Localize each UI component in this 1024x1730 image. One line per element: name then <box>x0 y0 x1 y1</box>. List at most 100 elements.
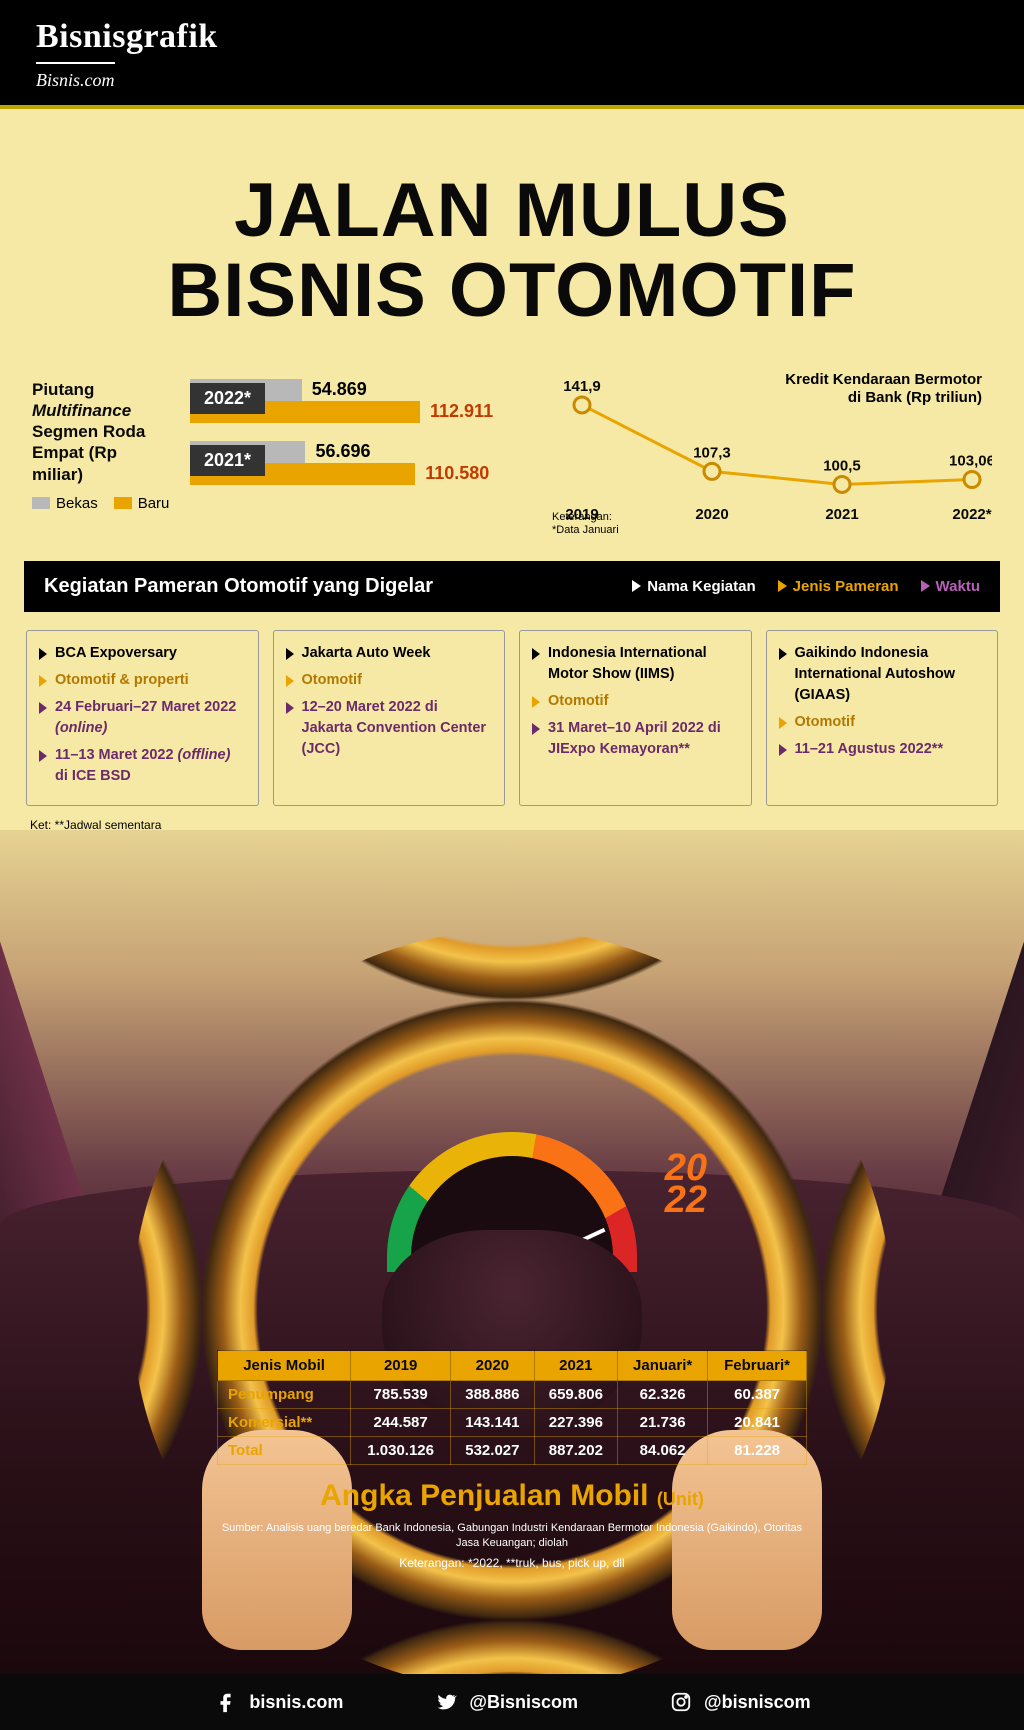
event-name: Indonesia International Motor Show (IIMS… <box>548 643 739 685</box>
brand-subtitle: Bisnis.com <box>36 62 115 91</box>
event-card: Gaikindo Indonesia International Autosho… <box>766 630 999 806</box>
events-header-title: Kegiatan Pameran Otomotif yang Digelar <box>44 575 433 598</box>
strip-legend-item: Nama Kegiatan <box>632 578 755 595</box>
table-cell: 60.387 <box>708 1381 807 1409</box>
table-cell: 659.806 <box>534 1381 617 1409</box>
table-cell: 143.141 <box>451 1409 534 1437</box>
table-cell: Komersial** <box>218 1409 351 1437</box>
footer-social-item[interactable]: @Bisniscom <box>433 1689 578 1715</box>
bar-value: 110.580 <box>425 463 489 484</box>
event-time: 11–13 Maret 2022 (offline) di ICE BSD <box>55 745 246 787</box>
event-card: Jakarta Auto Week Otomotif 12–20 Maret 202… <box>273 630 506 806</box>
brand-title: Bisnisgrafik <box>36 18 988 56</box>
table-cell: 20.841 <box>708 1409 807 1437</box>
table-row: Penumpang785.539388.886659.80662.32660.3… <box>218 1381 807 1409</box>
bar-year-label: 2021* <box>190 445 265 476</box>
bar-value: 54.869 <box>312 379 367 400</box>
instagram-icon <box>668 1689 694 1715</box>
footer-social-item[interactable]: @bisniscom <box>668 1689 811 1715</box>
car-interior-illustration: 20 22 Jenis Mobil201920202021Januari*Feb… <box>0 830 1024 1730</box>
facebook-icon <box>213 1689 239 1715</box>
bar-group: 2022* 54.869 112.911 <box>190 379 493 423</box>
svg-text:107,3: 107,3 <box>693 444 731 461</box>
bar-chart: Piutang Multifinance Segmen Roda Empat (… <box>32 379 493 512</box>
main-title: JALAN MULUS BISNIS OTOMOTIF <box>0 171 1024 331</box>
footer-label: @Bisniscom <box>469 1692 578 1713</box>
legend-baru: Baru <box>114 495 170 512</box>
table-cell: 388.886 <box>451 1381 534 1409</box>
footer-social: bisnis.com @Bisniscom @bisniscom <box>0 1674 1024 1730</box>
bar-groups: 2022* 54.869 112.911 2021* 56.696 110.58… <box>190 379 493 485</box>
table-cell: 62.326 <box>618 1381 708 1409</box>
twitter-icon <box>433 1689 459 1715</box>
table-cell: 81.228 <box>708 1437 807 1465</box>
event-type: Otomotif <box>548 691 608 712</box>
strip-legend-item: Jenis Pameran <box>778 578 899 595</box>
title-line-1: JALAN MULUS <box>0 171 1024 251</box>
bar-legend: Bekas Baru <box>32 495 172 512</box>
table-cell: Total <box>218 1437 351 1465</box>
table-cell: 532.027 <box>451 1437 534 1465</box>
infographic-canvas: Bisnisgrafik Bisnis.com JALAN MULUS BISN… <box>0 0 1024 1730</box>
table-row: Total1.030.126532.027887.20284.06281.228 <box>218 1437 807 1465</box>
table-cell: 227.396 <box>534 1409 617 1437</box>
svg-text:2021: 2021 <box>825 506 858 523</box>
event-type: Otomotif & properti <box>55 670 189 691</box>
table-cell: 887.202 <box>534 1437 617 1465</box>
event-time: 24 Februari–27 Maret 2022 (online) <box>55 697 246 739</box>
svg-text:141,9: 141,9 <box>563 379 601 395</box>
line-chart-note: Keterangan: *Data Januari <box>552 511 619 536</box>
sales-table-title: Angka Penjualan Mobil (Unit) <box>217 1479 807 1513</box>
footer-label: @bisniscom <box>704 1692 811 1713</box>
title-line-2: BISNIS OTOMOTIF <box>0 251 1024 331</box>
footer-label: bisnis.com <box>249 1692 343 1713</box>
table-cell: 1.030.126 <box>351 1437 451 1465</box>
gauge-year: 20 22 <box>665 1152 707 1217</box>
sales-table-block: Jenis Mobil201920202021Januari*Februari*… <box>217 1350 807 1570</box>
event-time: 12–20 Maret 2022 di Jakarta Convention C… <box>302 697 493 760</box>
bar-group: 2021* 56.696 110.580 <box>190 441 493 485</box>
footer-social-item[interactable]: bisnis.com <box>213 1689 343 1715</box>
line-chart-title: Kredit Kendaraan Bermotor di Bank (Rp tr… <box>785 371 982 407</box>
table-cell: Penumpang <box>218 1381 351 1409</box>
steering-wheel: 20 22 <box>132 930 892 1690</box>
events-header-strip: Kegiatan Pameran Otomotif yang Digelar N… <box>24 561 1000 612</box>
legend-bekas: Bekas <box>32 495 98 512</box>
table-cell: 21.736 <box>618 1409 708 1437</box>
sales-table-note: Keterangan: *2022, **truk, bus, pick up,… <box>217 1556 807 1570</box>
event-name: Jakarta Auto Week <box>302 643 431 664</box>
svg-text:103,06: 103,06 <box>949 452 992 469</box>
event-card: BCA Expoversary Otomotif & properti 24 Feb… <box>26 630 259 806</box>
sales-table: Jenis Mobil201920202021Januari*Februari*… <box>217 1350 807 1465</box>
svg-text:2022*: 2022* <box>952 506 991 523</box>
table-header: 2020 <box>451 1351 534 1381</box>
event-type: Otomotif <box>302 670 362 691</box>
event-time: 11–21 Agustus 2022** <box>795 739 944 760</box>
bar-year-label: 2022* <box>190 383 265 414</box>
svg-text:100,5: 100,5 <box>823 457 861 474</box>
table-cell: 244.587 <box>351 1409 451 1437</box>
table-cell: 785.539 <box>351 1381 451 1409</box>
events-header-legend: Nama Kegiatan Jenis Pameran Waktu <box>632 578 980 595</box>
table-header: 2021 <box>534 1351 617 1381</box>
table-header: Februari* <box>708 1351 807 1381</box>
sales-table-source: Sumber: Analisis uang beredar Bank Indon… <box>217 1521 807 1550</box>
event-type: Otomotif <box>795 712 855 733</box>
bar-caption-block: Piutang Multifinance Segmen Roda Empat (… <box>32 379 172 512</box>
bar-value: 112.911 <box>430 401 493 422</box>
table-header: 2019 <box>351 1351 451 1381</box>
event-name: BCA Expoversary <box>55 643 177 664</box>
bar-value: 56.696 <box>315 441 370 462</box>
event-name: Gaikindo Indonesia International Autosho… <box>795 643 986 706</box>
table-header: Januari* <box>618 1351 708 1381</box>
table-row: Komersial**244.587143.141227.39621.73620… <box>218 1409 807 1437</box>
table-header: Jenis Mobil <box>218 1351 351 1381</box>
table-cell: 84.062 <box>618 1437 708 1465</box>
bar-caption: Piutang Multifinance Segmen Roda Empat (… <box>32 379 172 485</box>
line-chart: Kredit Kendaraan Bermotor di Bank (Rp tr… <box>552 379 992 529</box>
event-card: Indonesia International Motor Show (IIMS… <box>519 630 752 806</box>
event-cards: BCA Expoversary Otomotif & properti 24 Feb… <box>0 612 1024 818</box>
header-banner: Bisnisgrafik Bisnis.com <box>0 0 1024 109</box>
strip-legend-item: Waktu <box>921 578 980 595</box>
svg-text:2020: 2020 <box>695 506 728 523</box>
